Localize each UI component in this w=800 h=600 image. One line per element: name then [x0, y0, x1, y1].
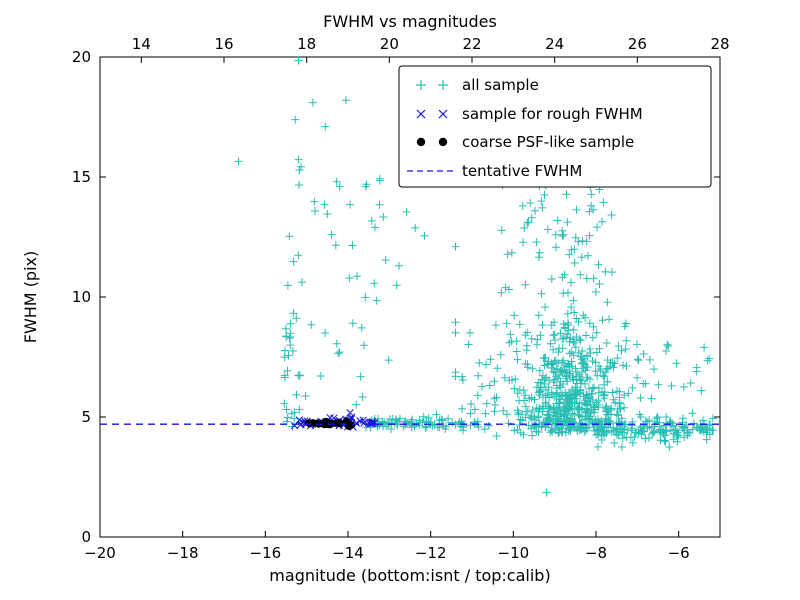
scatter-series — [234, 56, 717, 497]
x-tick-top-label: 22 — [462, 35, 481, 53]
x-tick-top-label: 16 — [214, 35, 233, 53]
x-tick-label: −12 — [415, 544, 447, 562]
legend-label: coarse PSF-like sample — [462, 133, 634, 151]
legend: all sample sample for rough FWHM coarse … — [398, 65, 712, 188]
y-tick-label: 10 — [72, 288, 91, 306]
legend-box — [398, 65, 712, 188]
y-tick-label: 20 — [72, 48, 91, 66]
plus-marker-icon — [416, 80, 448, 90]
x-axis-label: magnitude (bottom:isnt / top:calib) — [269, 566, 550, 585]
y-axis-label: FWHM (pix) — [21, 251, 40, 344]
series-dot — [304, 417, 356, 430]
x-tick-top-label: 14 — [132, 35, 151, 53]
scatter-point — [346, 422, 354, 430]
x-tick-top-label: 24 — [545, 35, 564, 53]
x-marker-icon — [416, 109, 448, 119]
dot-marker-icon — [438, 137, 448, 147]
dot-marker-icon — [416, 137, 426, 147]
legend-entry-rough-fwhm: sample for rough FWHM — [416, 105, 643, 123]
scatter-point — [336, 419, 344, 427]
scatter-point — [320, 420, 328, 427]
y-tick-label: 15 — [72, 168, 91, 186]
x-tick-label: −10 — [498, 544, 530, 562]
x-tick-top-label: 20 — [380, 35, 399, 53]
axis-ticks: −20 −18 −16 −14 −12 −10 −8 −6 14 16 18 20 22 24 26 28 0 5… — [72, 35, 730, 562]
legend-entry-tentative-fwhm: tentative FWHM — [407, 162, 582, 180]
legend-label: all sample — [462, 76, 539, 94]
x-tick-top-label: 26 — [628, 35, 647, 53]
legend-label: sample for rough FWHM — [462, 105, 643, 123]
x-tick-label: −6 — [668, 544, 690, 562]
series-plus — [234, 56, 717, 497]
scatter-points-path — [234, 56, 717, 497]
legend-entry-psf-sample: coarse PSF-like sample — [416, 133, 634, 151]
y-tick-label: 5 — [81, 408, 91, 426]
x-tick-top-label: 28 — [710, 35, 729, 53]
legend-entry-all-sample: all sample — [416, 76, 539, 94]
x-tick-label: −16 — [250, 544, 282, 562]
x-tick-top-label: 18 — [297, 35, 316, 53]
x-tick-label: −14 — [332, 544, 364, 562]
legend-label: tentative FWHM — [462, 162, 582, 180]
scatter-point — [306, 419, 314, 426]
y-tick-label: 0 — [81, 528, 91, 546]
x-tick-label: −20 — [84, 544, 116, 562]
scatter-point — [342, 417, 350, 425]
x-tick-label: −8 — [585, 544, 607, 562]
chart-title: FWHM vs magnitudes — [323, 12, 497, 31]
x-tick-label: −18 — [167, 544, 199, 562]
